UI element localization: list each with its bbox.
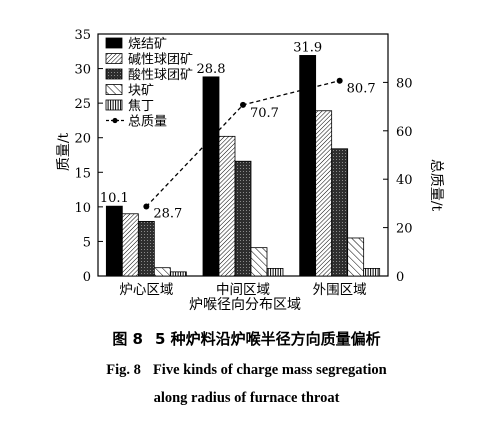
x-axis-label: 炉喉径向分布区域 bbox=[189, 297, 301, 313]
legend-label: 总质量 bbox=[128, 115, 167, 130]
plot-area: 0 5 10 15 20 25 30 35 0 20 40 60 80 炉心区域 10.1 中间区域 28.8 外… bbox=[74, 28, 412, 298]
y-tick-label: 5 bbox=[83, 235, 91, 250]
bar-1 bbox=[105, 205, 123, 277]
y2-tick-label: 80 bbox=[396, 76, 413, 91]
bar-4 bbox=[250, 247, 268, 277]
bar-5 bbox=[169, 271, 187, 277]
caption-en-line1: Fig. 8 Five kinds of charge mass segregat… bbox=[0, 362, 493, 379]
legend-swatch bbox=[105, 99, 123, 111]
bar-3 bbox=[137, 220, 155, 277]
legend-label: 块矿 bbox=[128, 84, 154, 99]
legend-swatch bbox=[105, 53, 123, 64]
bar-2 bbox=[218, 135, 236, 277]
caption-cn: 图 8 5 种炉料沿炉喉半径方向质量偏析 bbox=[0, 328, 493, 349]
x-tick-label: 炉心区域 bbox=[119, 282, 173, 298]
y-tick-label: 35 bbox=[74, 28, 91, 43]
y-tick-label: 25 bbox=[74, 97, 91, 112]
bar-3 bbox=[331, 148, 349, 277]
y-tick-label: 30 bbox=[74, 63, 91, 78]
total-mass-label: 80.7 bbox=[347, 82, 376, 97]
bar-1 bbox=[202, 76, 220, 277]
caption-en-line2: along radius of furnace throat bbox=[0, 390, 493, 407]
y-tick-label: 0 bbox=[83, 270, 91, 285]
legend-label: 焦丁 bbox=[128, 99, 154, 114]
legend-line-marker bbox=[112, 117, 118, 124]
caption-en-text2: along radius of furnace throat bbox=[153, 390, 340, 406]
total-mass-label: 28.7 bbox=[153, 207, 182, 222]
legend-label: 碱性球团矿 bbox=[128, 53, 193, 68]
y2-tick-label: 0 bbox=[396, 270, 404, 285]
y2-tick-label: 40 bbox=[396, 173, 413, 188]
x-tick-label: 外围区域 bbox=[313, 282, 367, 298]
legend-swatch bbox=[105, 68, 123, 80]
chart: 质量/t 总质量/t 0 5 10 15 20 25 30 35 0 20 40 60 80 炉心区域 10… bbox=[56, 28, 444, 313]
y2-axis-label: 总质量/t bbox=[428, 159, 444, 212]
bar-3 bbox=[234, 160, 252, 277]
legend-swatch bbox=[105, 84, 123, 95]
y-tick-label: 15 bbox=[74, 166, 91, 181]
bar-value-label: 10.1 bbox=[100, 191, 129, 206]
bar-4 bbox=[153, 267, 171, 277]
bar-5 bbox=[363, 267, 381, 277]
y2-tick-label: 60 bbox=[396, 125, 413, 140]
caption-en-text1: Five kinds of charge mass segregation bbox=[152, 362, 387, 378]
total-mass-point bbox=[336, 77, 343, 84]
y2-axis-title: 总质量/t bbox=[428, 159, 444, 212]
y-axis-label: 质量/t bbox=[56, 132, 72, 171]
caption-en-number: Fig. 8 bbox=[106, 362, 141, 378]
y-axis-title: 质量/t bbox=[56, 132, 72, 171]
bar-5 bbox=[266, 267, 284, 277]
x-tick-label: 中间区域 bbox=[216, 282, 270, 298]
legend-label: 烧结矿 bbox=[128, 37, 167, 52]
caption-cn-number: 图 8 bbox=[112, 330, 143, 348]
y-tick-label: 10 bbox=[74, 201, 91, 216]
caption-cn-text: 5 种炉料沿炉喉半径方向质量偏析 bbox=[155, 330, 381, 348]
bar-2 bbox=[121, 213, 139, 277]
bar-2 bbox=[315, 110, 333, 277]
bar-4 bbox=[347, 237, 365, 277]
total-mass-label: 70.7 bbox=[250, 106, 279, 121]
y2-tick-label: 20 bbox=[396, 222, 413, 237]
total-mass-point bbox=[143, 203, 150, 210]
legend-label: 酸性球团矿 bbox=[128, 68, 193, 83]
total-mass-point bbox=[240, 101, 246, 108]
bar-value-label: 28.8 bbox=[197, 62, 226, 77]
bar-value-label: 31.9 bbox=[293, 40, 322, 55]
y-tick-label: 20 bbox=[74, 132, 91, 147]
legend-swatch bbox=[105, 37, 123, 49]
